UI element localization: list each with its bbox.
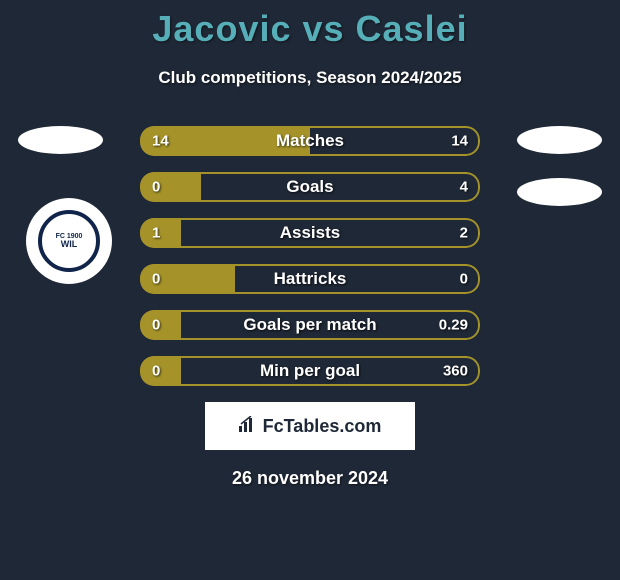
chart-icon — [239, 416, 257, 437]
footer-brand-text: FcTables.com — [263, 416, 382, 437]
stats-bars: 1414Matches 04Goals 12Assists 00Hattricks 00… — [140, 126, 480, 386]
stat-row: 04Goals — [140, 172, 480, 202]
page-subtitle: Club competitions, Season 2024/2025 — [0, 68, 620, 88]
stat-label: Hattricks — [140, 269, 480, 289]
comparison-content: FC 1900 WIL 1414Matches 04Goals 12Assists 0… — [0, 126, 620, 489]
stat-row: 00Hattricks — [140, 264, 480, 294]
player-right-ellipse-1 — [517, 126, 602, 154]
club-badge-inner: FC 1900 WIL — [38, 210, 100, 272]
club-badge: FC 1900 WIL — [26, 198, 112, 284]
stat-row: 00.29Goals per match — [140, 310, 480, 340]
footer-brand-box[interactable]: FcTables.com — [205, 402, 415, 450]
stat-row: 1414Matches — [140, 126, 480, 156]
stat-label: Matches — [140, 131, 480, 151]
player-right-ellipse-2 — [517, 178, 602, 206]
page-title: Jacovic vs Caslei — [0, 0, 620, 50]
stat-label: Min per goal — [140, 361, 480, 381]
stat-label: Goals per match — [140, 315, 480, 335]
stat-label: Assists — [140, 223, 480, 243]
stat-label: Goals — [140, 177, 480, 197]
stat-row: 0360Min per goal — [140, 356, 480, 386]
stat-row: 12Assists — [140, 218, 480, 248]
player-left-ellipse — [18, 126, 103, 154]
badge-main-text: WIL — [61, 240, 78, 249]
footer-date: 26 november 2024 — [0, 468, 620, 489]
